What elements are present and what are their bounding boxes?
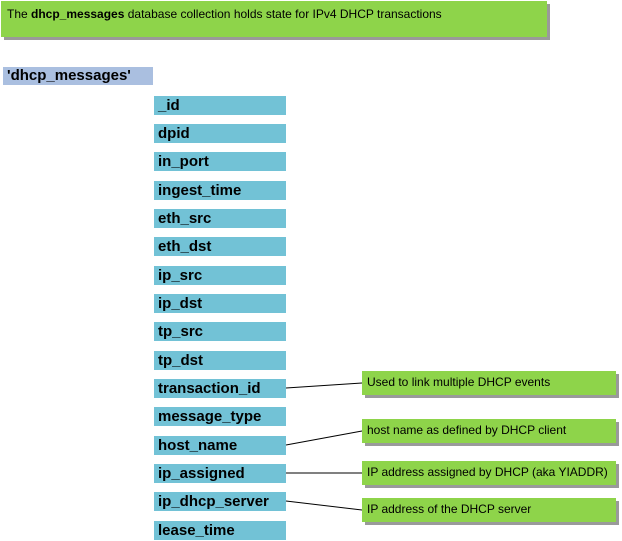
note-host-name: host name as defined by DHCP client	[362, 419, 616, 443]
field-ingest-time: ingest_time	[154, 181, 286, 200]
connector-ip-dhcp-server	[285, 500, 363, 511]
field-tp-src: tp_src	[154, 322, 286, 341]
field-eth-src: eth_src	[154, 209, 286, 228]
collection-label: 'dhcp_messages'	[3, 67, 153, 85]
field-dpid: dpid	[154, 124, 286, 143]
description-prefix: The	[7, 7, 32, 21]
field-in-port: in_port	[154, 152, 286, 171]
field-eth-dst: eth_dst	[154, 237, 286, 256]
description-suffix: database collection holds state for IPv4…	[124, 7, 442, 21]
field-lease-time: lease_time	[154, 521, 286, 540]
field-id: _id	[154, 96, 286, 115]
field-tp-dst: tp_dst	[154, 351, 286, 370]
note-transaction-id: Used to link multiple DHCP events	[362, 371, 616, 395]
field-ip-src: ip_src	[154, 266, 286, 285]
field-ip-assigned: ip_assigned	[154, 464, 286, 483]
connector-host-name	[285, 430, 363, 446]
note-ip-dhcp-server: IP address of the DHCP server	[362, 498, 616, 522]
field-transaction-id: transaction_id	[154, 379, 286, 398]
description-box: The dhcp_messages database collection ho…	[1, 1, 547, 37]
field-ip-dst: ip_dst	[154, 294, 286, 313]
field-ip-dhcp-server: ip_dhcp_server	[154, 492, 286, 511]
collection-name-bold: dhcp_messages	[31, 7, 125, 21]
connector-transaction-id	[285, 382, 363, 389]
field-message-type: message_type	[154, 407, 286, 426]
note-ip-assigned: IP address assigned by DHCP (aka YIADDR)	[362, 461, 616, 485]
field-host-name: host_name	[154, 436, 286, 455]
